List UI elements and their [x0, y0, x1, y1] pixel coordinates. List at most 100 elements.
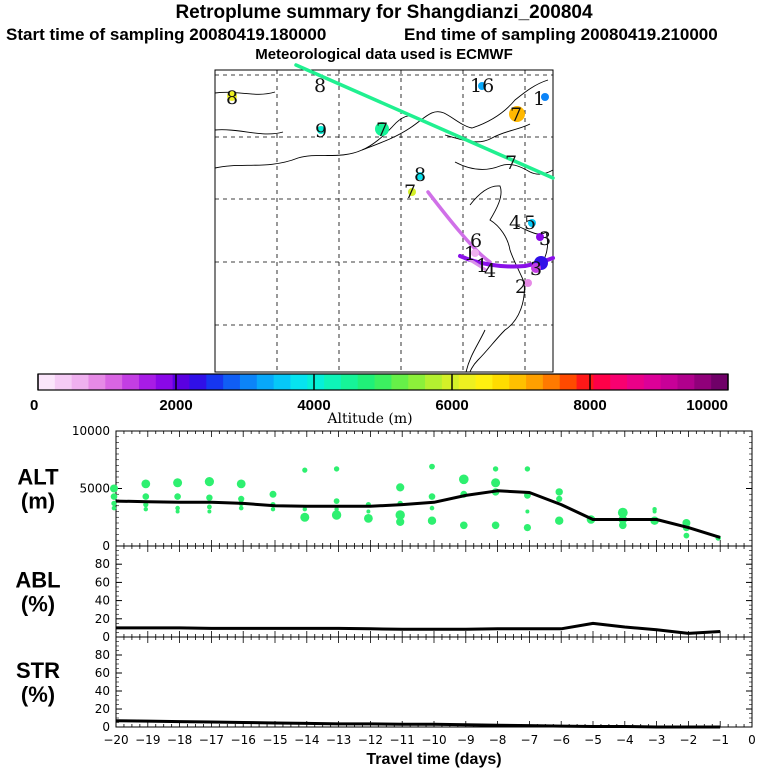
colorbar-cell — [138, 374, 157, 390]
point-green — [375, 122, 389, 136]
x-tick-label: −6 — [552, 733, 570, 747]
scatter-point — [492, 466, 499, 472]
scatter-point — [111, 505, 117, 511]
colorbar-cell — [324, 374, 342, 390]
map-label: 3 — [539, 228, 551, 250]
colorbar-cell — [576, 374, 594, 390]
scatter-point — [427, 516, 437, 525]
scatter-point — [333, 498, 340, 504]
colorbar-cell — [492, 374, 510, 390]
colorbar-cell — [425, 374, 443, 390]
colorbar-cell — [677, 374, 695, 390]
scatter-point — [428, 493, 436, 500]
series-line — [115, 719, 721, 729]
scatter-point — [619, 521, 627, 530]
chart-title: Retroplume summary for Shangdianzi_20080… — [175, 2, 593, 23]
point-cyan-b — [416, 172, 424, 180]
map-label: 9 — [315, 120, 327, 142]
colorbar-cell — [340, 374, 359, 390]
scatter-point — [396, 483, 405, 492]
x-tick-label: −20 — [103, 733, 128, 747]
map-label: 8 — [414, 164, 426, 186]
scatter-point — [556, 495, 563, 502]
x-axis-label: Travel time (days) — [366, 751, 501, 768]
panel-alt: 0 5000 10000 ALT(m) — [17, 424, 753, 553]
point-cyan-c — [528, 219, 536, 227]
y-tick-label: 40 — [95, 594, 110, 608]
y-tick-label: 40 — [95, 684, 110, 698]
scatter-point — [204, 477, 214, 487]
map-label: 2 — [515, 276, 527, 298]
map-label: 5 — [524, 212, 536, 234]
colorbar-cell — [391, 374, 409, 390]
panel-frame — [115, 545, 753, 638]
x-tick-label: −12 — [358, 733, 383, 747]
map-label: 6 — [470, 230, 482, 252]
x-tick-label: 0 — [748, 733, 756, 747]
x-tick-label: −7 — [521, 733, 539, 747]
colorbar-cell — [256, 374, 275, 390]
colorbar-tick-label: 8000 — [573, 397, 606, 414]
scatter-point — [491, 478, 501, 488]
x-tick-label: −9 — [457, 733, 475, 747]
colorbar-cell — [172, 374, 190, 390]
colorbar-cell — [206, 374, 224, 390]
panel-frame — [115, 430, 753, 547]
colorbar-cell — [694, 374, 712, 390]
trajectory-green — [294, 63, 555, 180]
colorbar-cell — [627, 374, 645, 390]
y-axis-label: (%) — [21, 682, 55, 707]
scatter-point — [555, 516, 564, 525]
plume-points — [227, 82, 549, 287]
scatter-point — [366, 509, 371, 514]
x-tick-label: −16 — [231, 733, 256, 747]
scatter-point — [617, 507, 628, 518]
point-orange — [509, 106, 525, 122]
x-tick-label: −3 — [648, 733, 666, 747]
scatter-point — [300, 512, 310, 522]
scatter-point — [143, 507, 148, 512]
scatter-point — [269, 490, 277, 498]
trajectory-lavender — [426, 190, 492, 264]
scatter-point — [524, 466, 531, 472]
map-label: 7 — [505, 152, 517, 174]
point-violet-cluster — [531, 263, 541, 273]
colorbar-tick-label: 6000 — [435, 397, 468, 414]
scatter-point — [525, 509, 530, 514]
scatter-point — [110, 493, 118, 500]
scatter-point — [302, 507, 307, 512]
scatter-point — [236, 479, 246, 489]
colorbar-cell — [38, 374, 56, 390]
scatter-point — [683, 532, 690, 539]
x-tick-label: −14 — [294, 733, 319, 747]
scatter-point — [333, 466, 340, 472]
x-tick-label: −19 — [135, 733, 160, 747]
scatter-point — [364, 514, 373, 523]
map-label: 7 — [376, 119, 388, 141]
y-axis-label: (%) — [21, 592, 55, 617]
colorbar-cell — [189, 374, 207, 390]
colorbar-cell — [458, 374, 476, 390]
scatter-point — [175, 509, 180, 514]
scatter-point — [334, 507, 339, 512]
scatter-point — [143, 502, 149, 508]
colorbar-cell — [559, 374, 577, 390]
colorbar-tick-label: 4000 — [297, 397, 330, 414]
scatter-point — [141, 479, 151, 489]
map-label: 7 — [404, 181, 416, 203]
y-tick-label: 60 — [95, 575, 110, 589]
colorbar-axis-label: Altitude (m) — [326, 411, 412, 427]
map-label: 8 — [314, 75, 326, 97]
colorbar-cell — [223, 374, 241, 390]
colorbar-cell — [526, 374, 544, 390]
scatter-point — [429, 463, 435, 470]
y-tick-label: 60 — [95, 666, 110, 680]
scatter-point — [270, 507, 276, 512]
colorbar-cell — [155, 374, 174, 390]
y-tick-label: 20 — [95, 612, 110, 626]
y-tick-label: 10000 — [72, 424, 110, 438]
map-label: 1 — [476, 255, 488, 277]
x-tick-label: −2 — [680, 733, 698, 747]
colorbar-cell — [273, 374, 291, 390]
scatter-point — [459, 474, 469, 485]
